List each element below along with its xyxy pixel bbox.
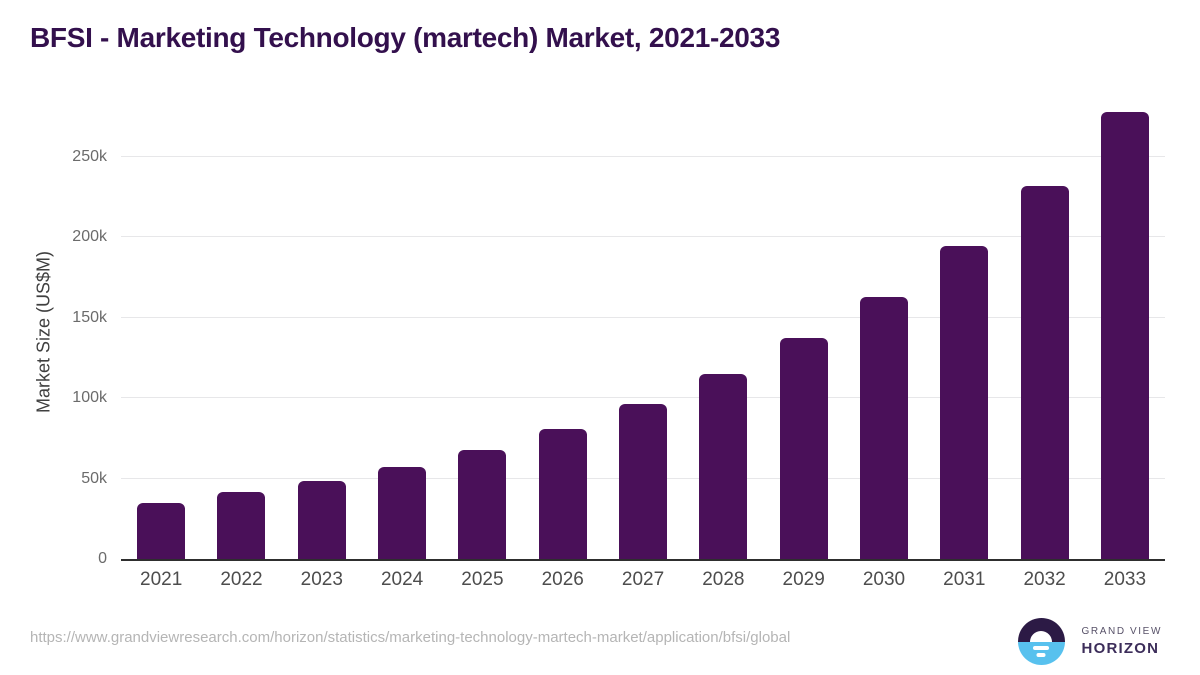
gridline-250k: [121, 155, 1165, 157]
bar-2024[interactable]: [378, 467, 427, 559]
bar-2030[interactable]: [859, 296, 908, 559]
bar-slot-2023: [282, 105, 362, 559]
bar-slot-2028: [683, 105, 763, 559]
bar-2028[interactable]: [699, 373, 748, 559]
bars-group: [121, 105, 1165, 559]
gridline-100k: [121, 397, 1165, 399]
bar-2032[interactable]: [1020, 185, 1069, 559]
x-tick-label-2026: 2026: [541, 569, 584, 590]
x-tick-label-2028: 2028: [702, 569, 745, 590]
bar-slot-2031: [924, 105, 1004, 559]
x-tick-label-2033: 2033: [1103, 569, 1147, 590]
bar-slot-2026: [523, 105, 603, 559]
icon-sun-dome: [1030, 630, 1053, 642]
icon-reflection-line-2: [1036, 652, 1046, 657]
gridline-200k: [121, 236, 1165, 238]
bar-2029[interactable]: [779, 338, 828, 559]
x-tick-label-2031: 2031: [943, 569, 986, 590]
x-tick-label-2022: 2022: [220, 569, 263, 590]
x-tick-label-2025: 2025: [461, 569, 504, 590]
bar-slot-2025: [442, 105, 522, 559]
chart-title: BFSI - Marketing Technology (martech) Ma…: [30, 22, 781, 53]
bar-slot-2032: [1004, 105, 1084, 559]
bar-slot-2024: [362, 105, 442, 559]
bar-2025[interactable]: [458, 449, 507, 559]
bar-slot-2022: [201, 105, 281, 559]
y-tick-label-0: 0: [98, 550, 107, 567]
horizon-sunrise-icon: [1017, 618, 1065, 665]
bar-2021[interactable]: [137, 502, 186, 559]
x-tick-label-2029: 2029: [782, 569, 825, 590]
x-axis-labels: 2021 2022 2023 2024 2025 2026 2027 2028 2029 2030…: [121, 569, 1165, 591]
bar-2031[interactable]: [940, 245, 989, 559]
bar-slot-2027: [603, 105, 683, 559]
y-tick-label-150k: 150k: [72, 308, 107, 326]
source-url: https://www.grandviewresearch.com/horizo…: [30, 629, 791, 646]
gridline-150k: [121, 316, 1165, 318]
x-tick-label-2023: 2023: [300, 569, 343, 590]
y-tick-label-50k: 50k: [81, 469, 107, 487]
logo-text-horizon: HORIZON: [1081, 640, 1160, 657]
plot-area: 0 50k 100k 150k 200k 250k: [72, 105, 1165, 567]
x-tick-label-2032: 2032: [1023, 569, 1066, 590]
y-tick-label-100k: 100k: [72, 389, 107, 407]
icon-reflection-line-1: [1033, 645, 1050, 650]
logo-text-grand-view: GRAND VIEW: [1081, 626, 1162, 637]
bar-2027[interactable]: [619, 403, 668, 559]
bar-2026[interactable]: [538, 428, 587, 559]
y-tick-label-200k: 200k: [72, 228, 107, 246]
bar-slot-2033: [1085, 105, 1165, 559]
bar-slot-2030: [844, 105, 924, 559]
bar-slot-2029: [764, 105, 844, 559]
x-tick-label-2021: 2021: [140, 569, 183, 590]
x-tick-label-2027: 2027: [621, 569, 665, 590]
x-tick-label-2024: 2024: [380, 569, 424, 590]
bar-2033[interactable]: [1100, 112, 1149, 559]
x-tick-label-2030: 2030: [862, 569, 906, 590]
y-tick-label-250k: 250k: [72, 147, 107, 165]
icon-sky-half: [1017, 618, 1065, 642]
brand-logo: GRAND VIEW HORIZON: [1017, 618, 1162, 665]
logo-wordmark: GRAND VIEW HORIZON: [1082, 626, 1162, 657]
bar-2023[interactable]: [297, 480, 346, 559]
bar-2022[interactable]: [217, 492, 266, 559]
bar-slot-2021: [121, 105, 201, 559]
